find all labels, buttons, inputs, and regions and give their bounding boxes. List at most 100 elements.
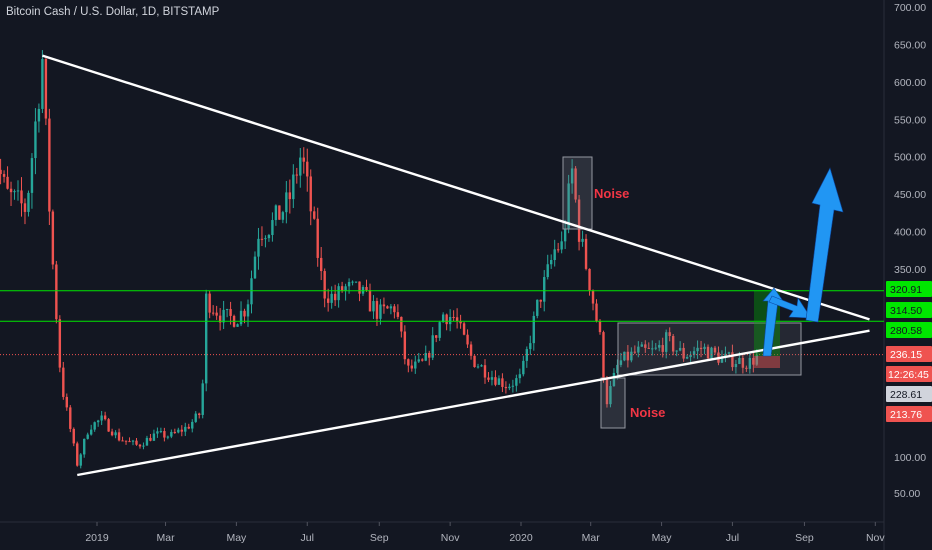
candle-body <box>741 357 745 368</box>
price-label-background <box>886 302 932 318</box>
candle-body <box>30 158 34 193</box>
candle-body <box>748 357 752 369</box>
time-axis-tick-label: Mar <box>582 532 601 544</box>
candle-body <box>288 192 292 200</box>
candle-body <box>131 440 135 442</box>
candle-body <box>41 59 44 109</box>
candle-body <box>567 183 570 229</box>
candle-body <box>581 238 584 242</box>
candle-body <box>271 220 274 236</box>
candle-body <box>124 440 128 442</box>
candle-body <box>497 378 501 385</box>
bar-countdown-label: 12:26:45 <box>888 369 929 381</box>
price-axis-tick-label: 600.00 <box>894 77 926 89</box>
price-axis-tick-label: 350.00 <box>894 264 926 276</box>
noise-annotation: Noise <box>594 186 629 201</box>
candle-body <box>58 319 62 368</box>
candle-body <box>393 306 396 313</box>
candle-body <box>62 367 65 397</box>
time-axis-tick-label: Jul <box>726 532 739 544</box>
candle-body <box>720 356 724 363</box>
candle-body <box>201 383 204 415</box>
candle-body <box>250 278 253 305</box>
candle-body <box>630 351 633 361</box>
candle-body <box>612 372 616 387</box>
candle-body <box>51 211 55 265</box>
candle-body <box>166 436 170 438</box>
candle-body <box>218 315 222 323</box>
candle-body <box>658 345 661 348</box>
candle-body <box>337 286 340 301</box>
candle-body <box>13 191 16 193</box>
price-label-background <box>886 346 932 362</box>
time-axis-tick-label: Sep <box>370 532 389 544</box>
candle-body <box>469 344 473 356</box>
candle-body <box>152 433 156 441</box>
candle-body <box>619 360 623 365</box>
candle-body <box>556 249 560 251</box>
candle-body <box>529 343 532 350</box>
price-axis-tick-label: 400.00 <box>894 227 926 239</box>
candle-body <box>501 378 504 387</box>
candle-body <box>375 301 379 319</box>
candle-body <box>546 264 549 278</box>
time-axis-tick-label: Mar <box>156 532 175 544</box>
candle-body <box>696 347 699 352</box>
candle-body <box>128 441 131 443</box>
candle-body <box>490 377 494 380</box>
candle-body <box>180 429 183 432</box>
candle-body <box>6 176 9 189</box>
time-axis-tick-label: Jul <box>301 532 314 544</box>
candle-body <box>483 365 487 378</box>
candle-body <box>602 332 605 380</box>
candle-body <box>476 366 480 368</box>
price-label: 236.15 <box>890 349 922 361</box>
candle-body <box>382 304 386 307</box>
candle-body <box>584 238 588 269</box>
candle-body <box>229 309 232 316</box>
price-label: 314.50 <box>890 305 922 317</box>
candle-body <box>752 357 755 365</box>
price-axis-tick-label: 550.00 <box>894 114 926 126</box>
price-label: 213.76 <box>890 409 922 421</box>
projection-arrow-down <box>768 295 812 319</box>
candle-body <box>351 281 354 283</box>
candle-body <box>654 347 657 349</box>
candle-body <box>198 413 201 415</box>
candle-body <box>236 324 239 327</box>
trendline-lower <box>77 329 870 477</box>
candle-body <box>539 299 542 302</box>
price-axis-tick-label: 500.00 <box>894 152 926 164</box>
candle-body <box>292 174 295 200</box>
time-axis-tick-label: May <box>226 532 247 544</box>
candle-body <box>243 310 246 317</box>
candle-body <box>522 360 525 375</box>
candle-body <box>0 169 2 175</box>
candle-body <box>69 407 72 429</box>
time-axis-tick-label: 2020 <box>509 532 533 544</box>
candle-body <box>389 306 393 309</box>
candle-body <box>55 264 58 320</box>
candle-body <box>605 379 609 405</box>
candle-body <box>260 238 264 240</box>
candle-body <box>678 347 682 351</box>
candle-body <box>170 431 173 437</box>
candles <box>0 50 759 469</box>
candle-body <box>365 286 368 291</box>
candle-body <box>633 351 637 353</box>
candle-body <box>428 352 431 358</box>
price-label: 320.91 <box>890 284 922 296</box>
candle-body <box>525 349 529 361</box>
candle-body <box>83 438 86 455</box>
candle-body <box>173 431 177 433</box>
candle-body <box>570 168 574 184</box>
candle-body <box>424 352 427 361</box>
candle-body <box>386 306 389 309</box>
candle-body <box>117 432 121 441</box>
candle-body <box>65 396 68 408</box>
candle-body <box>333 293 337 301</box>
candle-body <box>306 161 309 177</box>
price-label: 280.58 <box>890 325 922 337</box>
candle-body <box>44 59 48 119</box>
candle-body <box>37 108 41 122</box>
